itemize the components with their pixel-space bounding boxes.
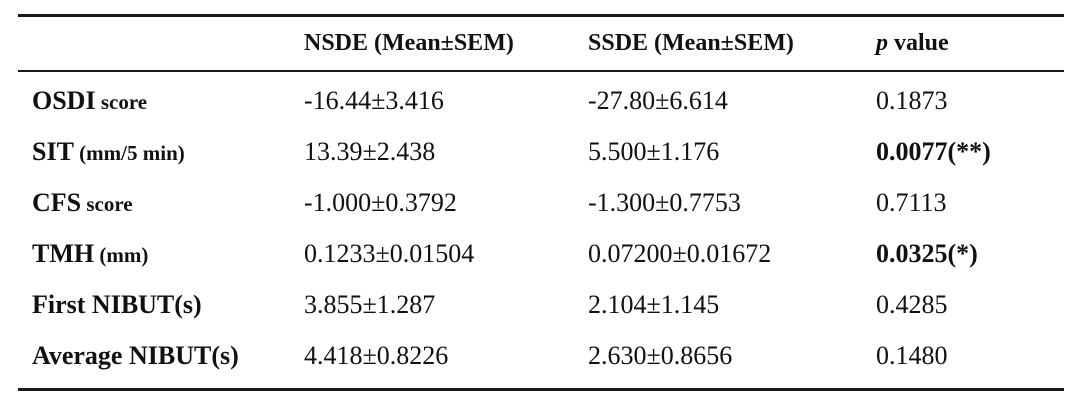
results-table: NSDE (Mean±SEM) SSDE (Mean±SEM) p value … bbox=[18, 14, 1064, 391]
row-label-main: OSDI bbox=[32, 86, 96, 115]
row-label-main: TMH bbox=[32, 239, 95, 268]
cell-nsde: -1.000±0.3792 bbox=[304, 188, 457, 217]
row-label-main: SIT bbox=[32, 137, 74, 166]
cell-p-value: 0.0325(*) bbox=[876, 239, 978, 268]
header-ssde: SSDE (Mean±SEM) bbox=[588, 30, 794, 56]
cell-p-value: 0.1873 bbox=[876, 86, 948, 115]
row-label: CFS score bbox=[18, 188, 272, 218]
row-label: OSDI score bbox=[18, 86, 272, 116]
cell-ssde: -1.300±0.7753 bbox=[588, 188, 741, 217]
table-row: OSDI score -16.44±3.416 -27.80±6.614 0.1… bbox=[18, 76, 1064, 127]
row-label-main: CFS bbox=[32, 188, 82, 217]
header-p-rest: value bbox=[888, 30, 949, 56]
row-label-unit: (mm/5 min) bbox=[73, 141, 185, 165]
cell-ssde: 0.07200±0.01672 bbox=[588, 239, 772, 268]
table-top-rule bbox=[18, 14, 1064, 17]
table-bottom-rule bbox=[18, 387, 1064, 391]
table-row: SIT (mm/5 min) 13.39±2.438 5.500±1.176 0… bbox=[18, 127, 1064, 178]
table-header-row: NSDE (Mean±SEM) SSDE (Mean±SEM) p value bbox=[18, 17, 1064, 70]
table-row: First NIBUT(s) 3.855±1.287 2.104±1.145 0… bbox=[18, 280, 1064, 331]
cell-nsde: -16.44±3.416 bbox=[304, 86, 444, 115]
cell-p-value: 0.7113 bbox=[876, 188, 947, 217]
row-label-main: Average NIBUT(s) bbox=[32, 341, 239, 370]
cell-p-value: 0.4285 bbox=[876, 290, 948, 319]
table-row: CFS score -1.000±0.3792 -1.300±0.7753 0.… bbox=[18, 178, 1064, 229]
row-label-unit: score bbox=[81, 192, 133, 216]
cell-ssde: 2.104±1.145 bbox=[588, 290, 720, 319]
table-row: Average NIBUT(s) 4.418±0.8226 2.630±0.86… bbox=[18, 331, 1064, 382]
cell-ssde: 2.630±0.8656 bbox=[588, 341, 733, 370]
cell-p-value: 0.1480 bbox=[876, 341, 948, 370]
row-label: SIT (mm/5 min) bbox=[18, 137, 272, 167]
cell-nsde: 4.418±0.8226 bbox=[304, 341, 449, 370]
cell-nsde: 3.855±1.287 bbox=[304, 290, 436, 319]
table-header-rule bbox=[18, 70, 1064, 72]
header-p-value: p value bbox=[844, 30, 1064, 57]
cell-nsde: 0.1233±0.01504 bbox=[304, 239, 475, 268]
cell-p-value: 0.0077(**) bbox=[876, 137, 991, 166]
table-row: TMH (mm) 0.1233±0.01504 0.07200±0.01672 … bbox=[18, 229, 1064, 280]
header-nsde: NSDE (Mean±SEM) bbox=[304, 30, 514, 56]
cell-ssde: 5.500±1.176 bbox=[588, 137, 720, 166]
row-label: TMH (mm) bbox=[18, 239, 272, 269]
cell-nsde: 13.39±2.438 bbox=[304, 137, 436, 166]
row-label: First NIBUT(s) bbox=[18, 290, 272, 320]
cell-ssde: -27.80±6.614 bbox=[588, 86, 728, 115]
row-label: Average NIBUT(s) bbox=[18, 341, 272, 371]
row-label-unit: (mm) bbox=[94, 243, 149, 267]
row-label-main: First NIBUT(s) bbox=[32, 290, 202, 319]
header-p-letter: p bbox=[876, 30, 888, 56]
row-label-unit: score bbox=[95, 90, 148, 114]
